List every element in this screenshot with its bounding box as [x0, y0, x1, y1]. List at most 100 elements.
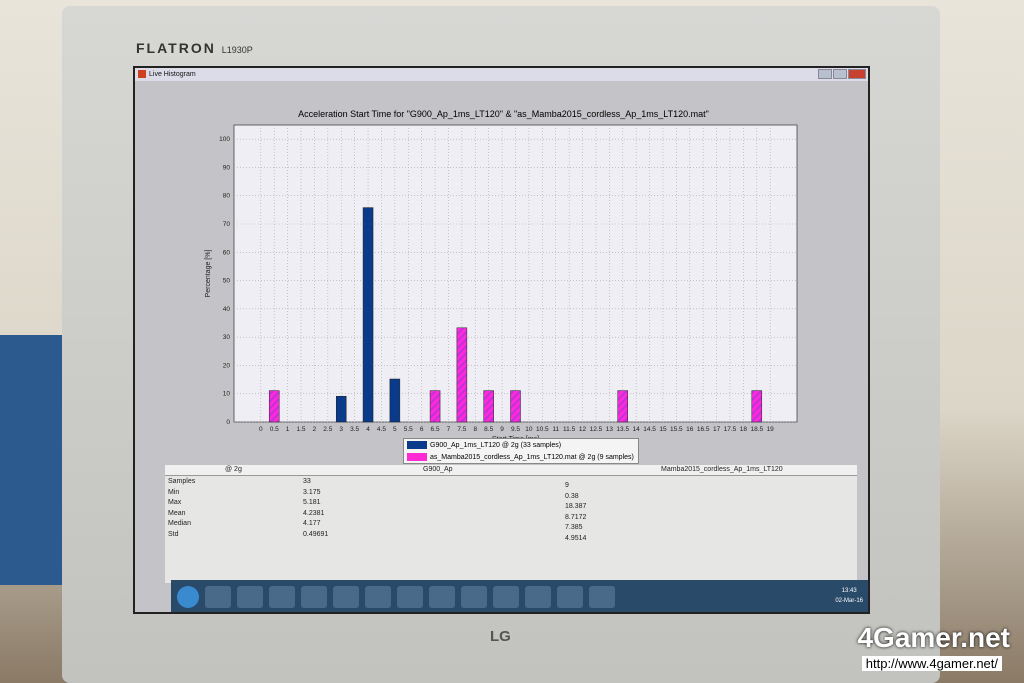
watermark-logo: 4Gamer.net [857, 622, 1010, 653]
x-tick-label: 14.5 [643, 426, 656, 433]
clock-time: 13:43 [841, 588, 857, 594]
x-tick-label: 9 [500, 426, 504, 433]
x-tick-label: 17.5 [724, 426, 737, 433]
x-tick-label: 16 [686, 426, 694, 433]
legend-label: G900_Ap_1ms_LT120 @ 2g (33 samples) [430, 441, 562, 449]
x-tick-label: 15.5 [670, 426, 683, 433]
y-tick-label: 0 [226, 419, 230, 426]
legend-swatch [407, 453, 427, 461]
stats-cell-col2: 9 [565, 482, 569, 489]
legend-item: G900_Ap_1ms_LT120 @ 2g (33 samples) [404, 439, 638, 451]
x-tick-label: 4.5 [377, 426, 386, 433]
taskbar-app[interactable] [365, 586, 391, 608]
bar-mamba [456, 327, 468, 423]
stats-cell-col1: 5.181 [303, 499, 321, 507]
stats-cell-col2: 18.387 [565, 503, 587, 511]
clock[interactable]: 13:43 02-Mar-16 [835, 586, 863, 606]
x-tick-label: 19 [767, 426, 775, 433]
x-tick-label: 2 [313, 426, 317, 433]
stats-cell-col1: 3.175 [303, 488, 321, 496]
x-tick-label: 10.5 [536, 426, 549, 433]
legend-swatch [407, 441, 427, 449]
taskbar-app[interactable] [493, 586, 519, 608]
taskbar-app[interactable] [589, 586, 615, 608]
x-tick-label: 5.5 [404, 426, 413, 433]
x-tick-label: 3.5 [350, 426, 359, 433]
minimize-button[interactable] [818, 69, 832, 79]
bar-mamba [483, 390, 494, 423]
y-tick-label: 70 [223, 221, 231, 228]
x-tick-label: 8.5 [484, 426, 493, 433]
stats-cell-col1: 33 [303, 478, 311, 485]
legend-item: as_Mamba2015_cordless_Ap_1ms_LT120.mat @… [404, 451, 638, 463]
maximize-button[interactable] [833, 69, 847, 79]
stats-cell-labels: Max [168, 499, 182, 507]
watermark-url: http://www.4gamer.net/ [861, 656, 1002, 671]
taskbar-app[interactable] [269, 586, 295, 608]
y-tick-label: 30 [223, 334, 231, 341]
taskbar-app[interactable] [205, 586, 231, 608]
start-button[interactable] [177, 586, 199, 608]
brand-text: FLATRON [136, 40, 216, 56]
taskbar-app[interactable] [461, 586, 487, 608]
stats-cell-labels: Samples [168, 478, 196, 485]
x-tick-label: 12 [579, 426, 587, 433]
stats-cell-col2: 8.7172 [565, 513, 587, 521]
x-tick-label: 6.5 [431, 426, 440, 433]
taskbar-app[interactable] [525, 586, 551, 608]
y-tick-label: 100 [219, 136, 230, 143]
taskbar-app[interactable] [333, 586, 359, 608]
stats-cell-labels: Min [168, 488, 180, 496]
taskbar-app[interactable] [397, 586, 423, 608]
header-cell: @ 2g [225, 466, 242, 473]
taskbar-app[interactable] [237, 586, 263, 608]
x-tick-label: 18 [740, 426, 748, 433]
stats-header: @ 2g G900_Ap Mamba2015_cordless_Ap_1ms_L… [165, 465, 857, 476]
x-tick-label: 3 [339, 426, 343, 433]
bar-mamba [617, 390, 628, 423]
stats-cell-col2: 4.9514 [565, 535, 587, 542]
x-tick-label: 4 [366, 426, 370, 433]
x-tick-label: 10 [525, 426, 533, 433]
x-tick-label: 2.5 [323, 426, 332, 433]
screen: Live Histogram 0 0.5 1 1.5 2 2.5 3 3.5 4 4.5 5 5.5 6… [133, 66, 870, 614]
stats-table: @ 2g G900_Ap Mamba2015_cordless_Ap_1ms_L… [165, 465, 857, 583]
header-cell: G900_Ap [423, 466, 453, 473]
y-axis-label: Percentage [%] [205, 250, 212, 298]
stats-cell-labels: Mean [168, 509, 186, 517]
x-tick-label: 7 [447, 426, 451, 433]
x-tick-label: 6 [420, 426, 424, 433]
x-tick-label: 0 [259, 426, 263, 433]
x-tick-label: 14 [633, 426, 641, 433]
stats-cell-col1: 4.2381 [303, 509, 325, 517]
clock-date: 02-Mar-16 [835, 598, 863, 604]
taskbar-app[interactable] [429, 586, 455, 608]
taskbar: 13:43 02-Mar-16 [171, 580, 868, 612]
x-tick-label: 1.5 [297, 426, 306, 433]
bar-mamba [510, 390, 521, 423]
histogram-chart: 0 0.5 1 1.5 2 2.5 3 3.5 4 4.5 5 5.5 6 6.5 7 7.5 8 8.5 9 9.5… [205, 124, 798, 443]
bar-g900 [389, 378, 401, 423]
taskbar-app[interactable] [301, 586, 327, 608]
x-tick-label: 9.5 [511, 426, 520, 433]
taskbar-app[interactable] [557, 586, 583, 608]
bar-mamba [429, 390, 441, 423]
window-title: Live Histogram [149, 71, 196, 78]
x-tick-label: 7.5 [457, 426, 466, 433]
stats-cell-col1: 4.177 [303, 520, 321, 528]
bar-g900 [362, 207, 374, 423]
x-tick-label: 12.5 [590, 426, 603, 433]
legend-label: as_Mamba2015_cordless_Ap_1ms_LT120.mat @… [430, 453, 634, 461]
x-tick-label: 16.5 [697, 426, 710, 433]
close-button[interactable] [848, 69, 866, 79]
x-tick-label: 0.5 [270, 426, 279, 433]
stats-cell-col2: 7.385 [565, 524, 583, 532]
stats-cell-col2: 0.38 [565, 492, 579, 500]
chart-title: Acceleration Start Time for "G900_Ap_1ms… [298, 109, 709, 119]
x-tick-label: 8 [473, 426, 477, 433]
stats-cell-labels: Median [168, 520, 191, 528]
header-cell: Mamba2015_cordless_Ap_1ms_LT120 [661, 466, 783, 473]
monitor-logo: LG [490, 628, 511, 645]
x-tick-label: 13 [606, 426, 614, 433]
x-tick-label: 11.5 [563, 426, 576, 433]
